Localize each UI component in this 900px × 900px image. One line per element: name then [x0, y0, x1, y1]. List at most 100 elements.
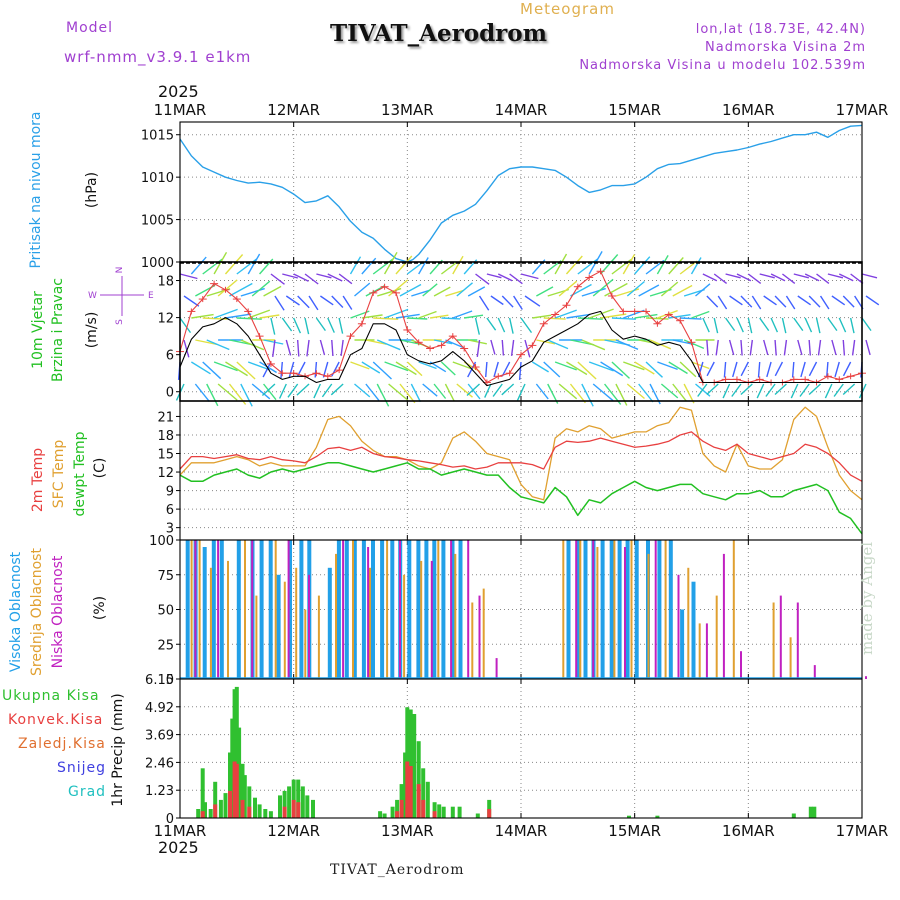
cloud-bar-1	[352, 540, 354, 679]
dewpoint-line	[179, 462, 863, 535]
precip-bar-1	[282, 806, 287, 818]
wind-barb	[774, 339, 777, 356]
ylabel-temp-sfc-group: SFC Temp	[51, 440, 67, 509]
wind-barb	[838, 317, 847, 333]
precip-legend-0: Ukupna Kisa	[2, 688, 100, 704]
ylabel-temp-dewpt-group: dewpt Temp	[72, 431, 88, 516]
wind-barb	[247, 309, 271, 319]
wind-barb	[395, 255, 413, 275]
lonlat-label: lon,lat (18.73E, 42.4N)	[695, 22, 866, 37]
wind-barb	[826, 361, 829, 378]
wind-barb	[723, 361, 727, 378]
precip-bar-0	[200, 768, 205, 818]
y-tick-label-cloud: 0	[166, 673, 174, 688]
ylabel-temp-unit: (C)	[92, 458, 108, 479]
ylabel-temp-dewpt: dewpt Temp	[72, 431, 88, 516]
precip-bar-0	[408, 709, 413, 818]
wind-barb	[672, 284, 693, 297]
y-tick-label-wind: 6	[166, 349, 174, 364]
cloud-bar-0	[432, 540, 437, 679]
wind-barb	[765, 383, 776, 397]
wind-barb	[865, 295, 880, 306]
cloud-bar-1	[274, 540, 277, 679]
pressure-line	[179, 124, 863, 263]
wind-barb	[672, 339, 695, 346]
panel-frame-precip	[179, 678, 863, 819]
cloud-bar-1	[283, 581, 286, 679]
wind-barb	[536, 339, 556, 345]
wind-barb	[445, 339, 464, 349]
watermark: made by Angel	[858, 541, 876, 655]
wind-barb	[484, 383, 492, 398]
precip-bar-0	[208, 809, 213, 818]
wind-barb	[418, 310, 437, 319]
cloud-bar-2	[399, 540, 401, 679]
cloud-bar-0	[657, 540, 662, 679]
wind-barb	[756, 383, 765, 399]
ylabel-cloud-low-group: Niska Oblacnost	[50, 555, 66, 668]
cloud-bar-0	[458, 540, 463, 679]
wind-barb	[817, 339, 822, 356]
precip-bar-0	[311, 799, 315, 818]
precip-bar-0	[305, 795, 310, 818]
wind-barb	[577, 317, 603, 320]
wind-barb	[543, 361, 561, 378]
wind-barb	[206, 383, 219, 407]
wind-barb	[270, 317, 276, 335]
wind-barb	[217, 279, 238, 297]
wind-barb	[313, 383, 322, 399]
wind-barb	[501, 361, 511, 377]
cloud-bar-0	[609, 540, 614, 679]
wind-barb	[384, 308, 409, 319]
wind-barb	[272, 339, 276, 357]
cloud-bar-0	[299, 540, 304, 679]
wind-barb	[190, 361, 211, 375]
wind-barb	[376, 383, 390, 407]
cloud-bar-2	[251, 540, 254, 679]
wind-barb	[804, 317, 813, 333]
ylabel-temp-2m-group: 2m Temp	[30, 448, 46, 512]
wind-barb	[468, 339, 487, 345]
wind-barb	[191, 313, 214, 319]
wind-barb	[321, 383, 333, 398]
wind-barb	[554, 309, 577, 319]
precip-bar-0	[808, 806, 813, 818]
wind-barb	[785, 295, 796, 310]
precip-bar-1	[399, 799, 404, 818]
wind-barb	[581, 287, 606, 297]
wind-barb	[464, 314, 484, 319]
wind-barb	[327, 273, 343, 282]
cloud-bar-2	[654, 540, 657, 679]
wind-barb	[783, 339, 788, 356]
wind-barb	[592, 383, 614, 402]
ylabel-cloud-low: Niska Oblacnost	[50, 555, 66, 668]
wind-barb	[683, 339, 705, 350]
model-label: Model	[66, 20, 114, 36]
cloud-bar-0	[327, 567, 332, 679]
wind-barb	[763, 295, 777, 306]
wind-barb	[306, 339, 310, 357]
wind-barb	[304, 273, 319, 285]
cloud-bar-0	[202, 547, 207, 679]
cloud-bar-0	[691, 581, 696, 679]
wind-barb	[793, 317, 804, 332]
y-tick-label-cloud: 100	[149, 534, 174, 549]
cloud-bar-0	[424, 540, 429, 679]
precip-bar-1	[213, 804, 218, 818]
wind-barb	[747, 317, 753, 334]
precip-bar-0	[218, 799, 223, 818]
precip-bar-0	[791, 813, 796, 818]
precip-bar-0	[268, 811, 273, 818]
wind-barb	[725, 317, 736, 332]
precip-legend-4: Grad	[68, 784, 106, 800]
ylabel-temp-unit-group: (C)	[92, 458, 108, 479]
wind-barb	[406, 361, 423, 377]
cloud-bar-1	[471, 602, 474, 679]
wind-barb	[691, 310, 710, 319]
wind-barb	[759, 317, 770, 332]
wind-barb	[740, 339, 743, 356]
model-elevation-label: Nadmorska Visina u modelu 102.539m	[579, 58, 866, 73]
cloud-bar-0	[407, 540, 412, 679]
wind-barb	[736, 317, 744, 333]
